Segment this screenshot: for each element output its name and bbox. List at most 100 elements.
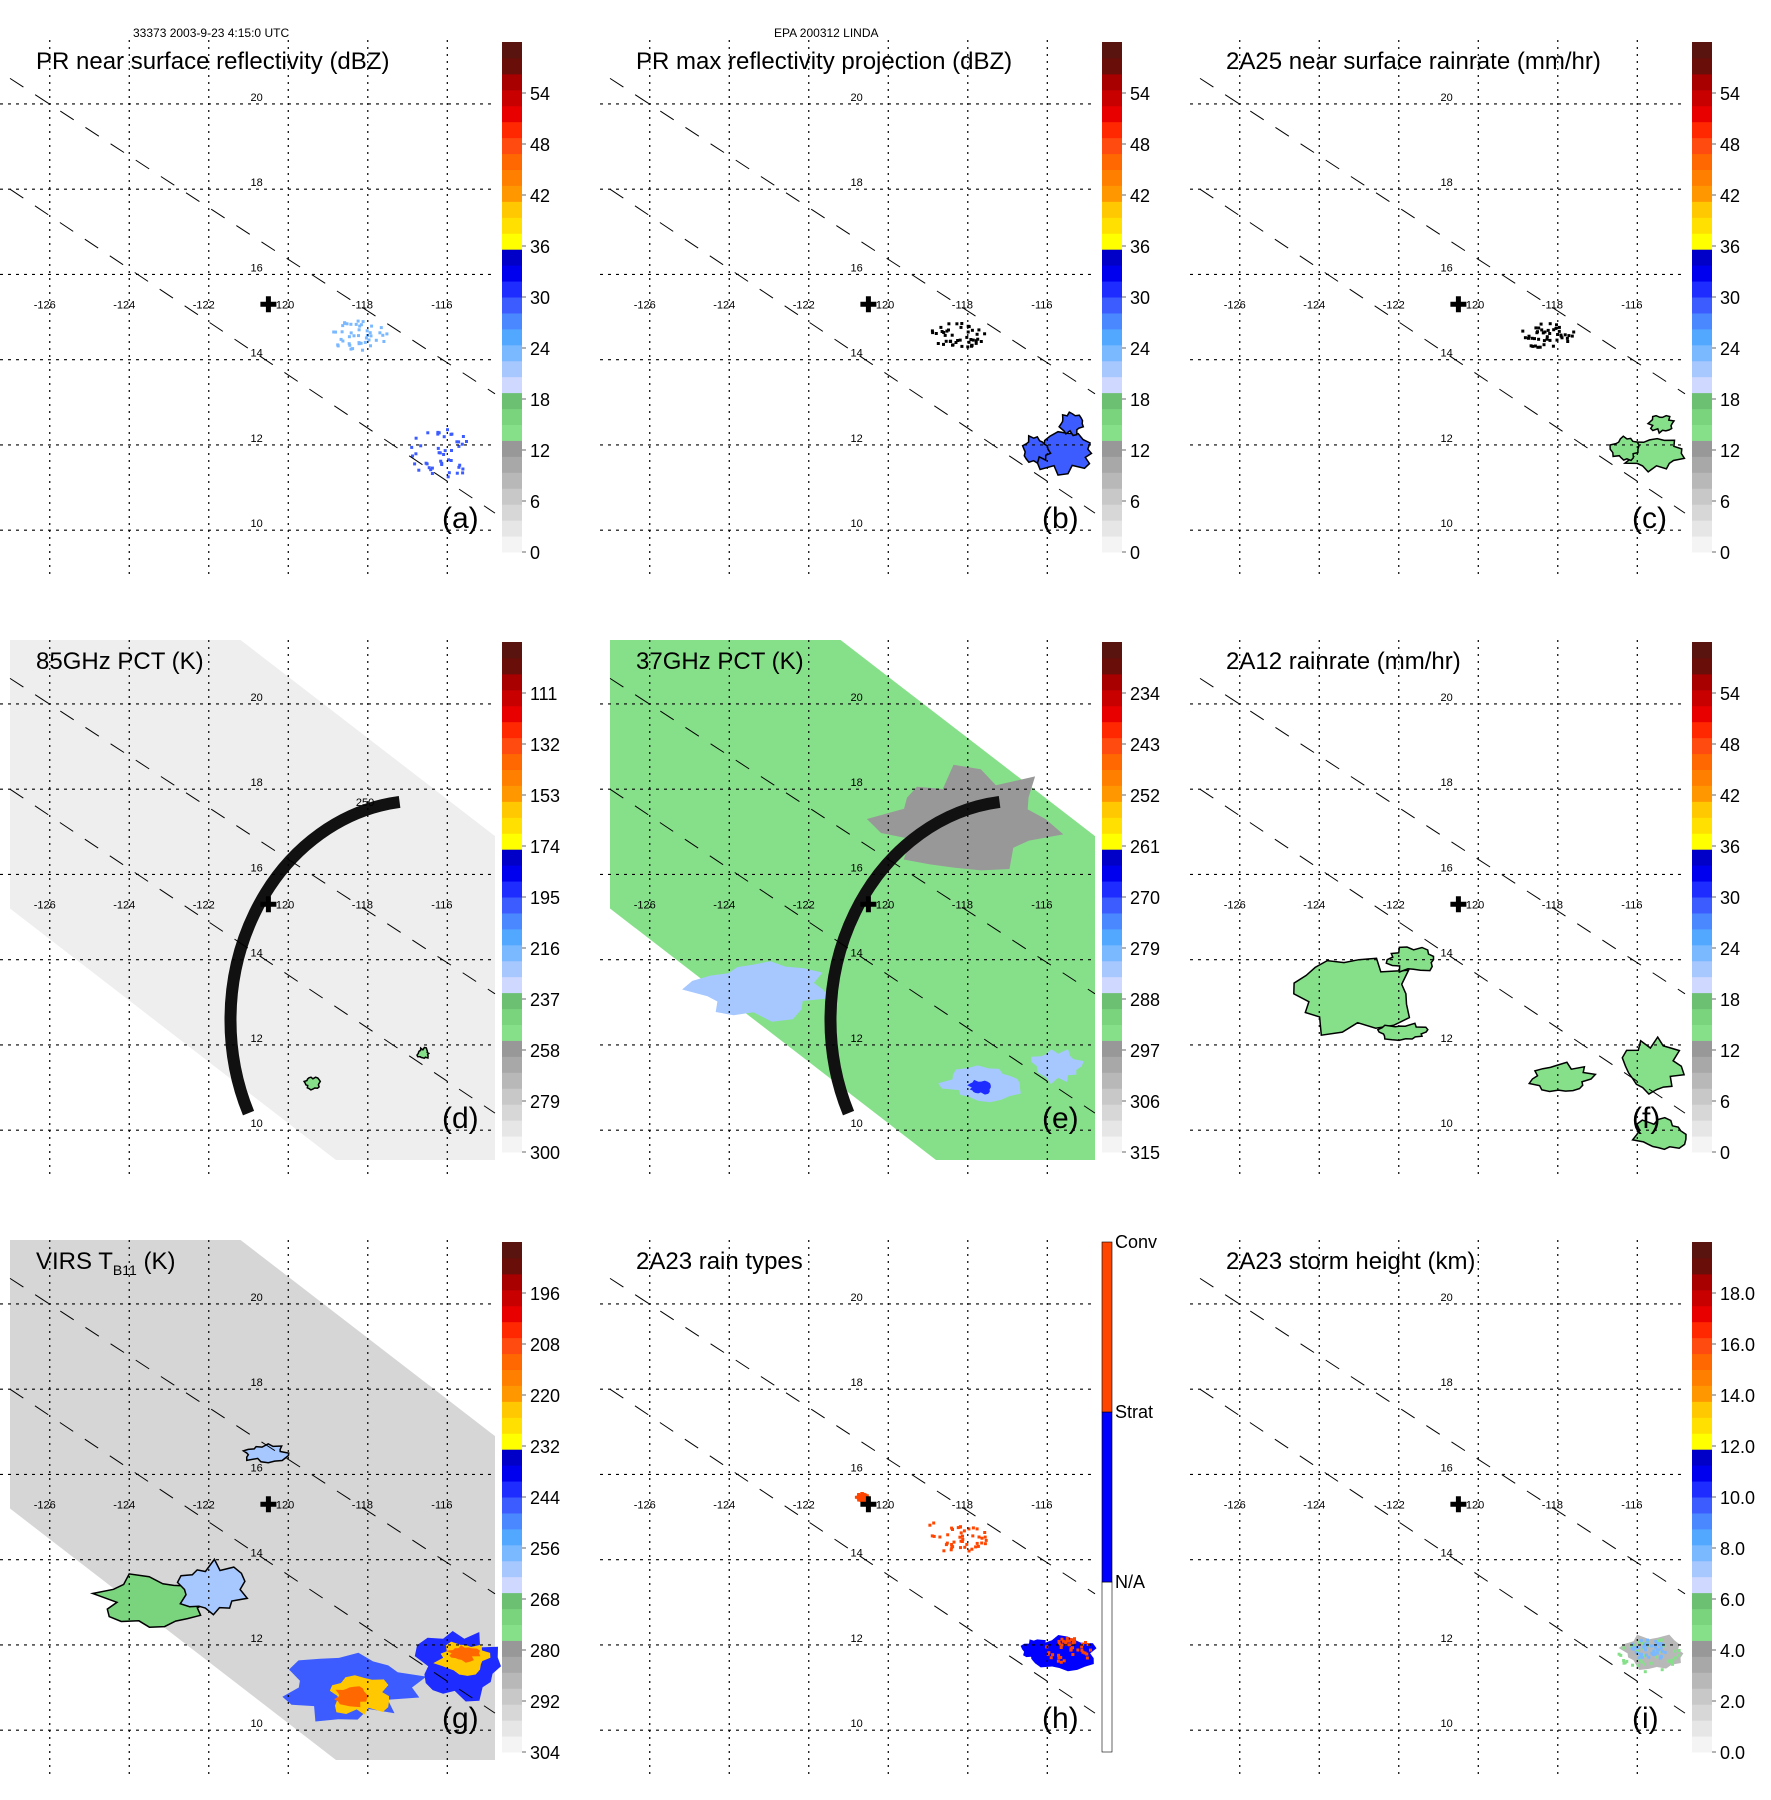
colorbar-swatch xyxy=(1102,912,1122,930)
precip-area xyxy=(1031,1049,1084,1085)
rain-pixel xyxy=(1658,1656,1662,1660)
colorbar-swatch xyxy=(1102,960,1122,978)
rain-pixel xyxy=(1545,335,1549,339)
rain-pixel xyxy=(863,1497,867,1501)
storm-center-cross-icon xyxy=(1450,296,1467,313)
colorbar-tick-label: 12.0 xyxy=(1720,1437,1755,1457)
rain-pixel xyxy=(426,431,430,435)
colorbar-swatch xyxy=(502,1369,522,1386)
rain-pixel xyxy=(414,436,418,440)
colorbar-swatch xyxy=(1692,456,1712,473)
rain-pixel xyxy=(1630,1647,1634,1650)
colorbar-tick-label: 12 xyxy=(1720,441,1740,461)
rain-pixel xyxy=(1555,323,1558,327)
swath-boundary-line xyxy=(1199,1277,1686,1595)
pr-swath-boundaries xyxy=(609,77,1096,514)
colorbar-tick-label: 42 xyxy=(1130,186,1150,206)
rain-pixel xyxy=(1073,1640,1077,1644)
colorbar-swatch xyxy=(502,1640,522,1657)
colorbar-swatch xyxy=(1102,360,1122,378)
latitude-label: 20 xyxy=(850,692,862,704)
colorbar-tick-label: 10.0 xyxy=(1720,1488,1755,1508)
colorbar-swatch xyxy=(1102,73,1122,91)
longitude-label: -124 xyxy=(113,300,135,312)
rain-pixel xyxy=(1655,1651,1659,1655)
colorbar-tick-label: 0 xyxy=(1130,543,1140,563)
colorbar-swatch xyxy=(502,1321,522,1339)
longitude-label: -124 xyxy=(713,900,735,912)
rain-pixel xyxy=(374,338,378,342)
rain-pixel xyxy=(974,1545,978,1549)
latitude-label: 12 xyxy=(250,1033,262,1045)
rain-pixel xyxy=(1057,1653,1061,1657)
longitude-label: -120 xyxy=(872,1500,894,1512)
colorbar-swatch xyxy=(1692,408,1712,425)
longitude-label: -118 xyxy=(1542,300,1563,312)
colorbar-swatch xyxy=(502,169,522,186)
rain-pixel xyxy=(385,332,389,336)
colorbar-swatch xyxy=(1102,169,1122,186)
panel-letter: (g) xyxy=(442,1702,479,1735)
colorbar-swatch xyxy=(502,1672,522,1689)
colorbar-swatch xyxy=(1692,57,1712,75)
panel-title: VIRS TB11 (K) xyxy=(36,1248,175,1278)
storm-center-cross-icon xyxy=(260,1496,277,1513)
precip-area xyxy=(682,961,830,1022)
rain-pixel xyxy=(862,1492,866,1496)
colorbar-swatch xyxy=(1692,673,1712,691)
colorbar-swatch xyxy=(502,833,522,850)
rain-pixel xyxy=(1521,329,1525,333)
precip-features xyxy=(302,1046,431,1091)
rain-pixel xyxy=(976,337,980,341)
rain-pixel xyxy=(1632,1647,1636,1651)
colorbar-tick-label: 18 xyxy=(1720,390,1740,410)
rain-pixel xyxy=(969,338,973,341)
colorbar-swatch xyxy=(1692,344,1712,362)
colorbar-swatch xyxy=(502,657,522,675)
colorbar-tick-label: 279 xyxy=(530,1092,560,1112)
rain-pixel xyxy=(983,1535,987,1539)
colorbar-swatch xyxy=(1692,233,1712,250)
colorbar-swatch xyxy=(502,928,522,946)
rain-pixel xyxy=(1654,1640,1658,1643)
colorbar-swatch xyxy=(1692,424,1712,441)
rain-pixel xyxy=(460,442,464,446)
panel-title-text: VIRS T xyxy=(36,1248,113,1275)
rain-pixel xyxy=(457,444,461,448)
colorbar-swatch xyxy=(1102,408,1122,425)
rain-pixel xyxy=(349,347,353,351)
colorbar-swatch xyxy=(1692,992,1712,1010)
rain-pixel xyxy=(961,1537,965,1541)
colorbar-swatch xyxy=(1102,536,1122,553)
colorbar-swatch xyxy=(502,1040,522,1057)
precip-area xyxy=(1385,946,1435,974)
rain-pixel xyxy=(1640,1655,1644,1659)
rain-pixel xyxy=(954,341,958,344)
rain-pixel xyxy=(955,322,959,326)
colorbar-tick-label: 0 xyxy=(1720,543,1730,563)
rain-pixel xyxy=(861,1494,865,1498)
rain-pixel xyxy=(457,440,461,444)
colorbar-swatch xyxy=(502,1592,522,1610)
colorbar-tick-label: 220 xyxy=(530,1386,560,1406)
colorbar-swatch xyxy=(502,57,522,75)
panel-title-subscript: B11 xyxy=(112,1262,137,1278)
rain-pixel xyxy=(1527,334,1531,338)
colorbar-swatch xyxy=(1692,1560,1712,1578)
map-plot-a: -126 -124 -122 -120 -118 -116 20 18 16 14 12 10 0 6 12… xyxy=(0,40,550,575)
latitude-label: 20 xyxy=(1440,692,1452,704)
colorbar-swatch xyxy=(502,233,522,250)
rain-pixel xyxy=(1669,1659,1673,1663)
colorbar-swatch xyxy=(1692,536,1712,553)
latitude-label: 10 xyxy=(250,1118,262,1130)
colorbar-swatch xyxy=(1692,312,1712,330)
colorbar-swatch xyxy=(1692,1497,1712,1514)
colorbar-swatch xyxy=(1692,1369,1712,1386)
rain-pixel xyxy=(1060,1637,1064,1641)
rain-pixel xyxy=(349,331,353,335)
rain-pixel xyxy=(1659,1646,1663,1650)
colorbar-tick-label: 315 xyxy=(1130,1143,1160,1163)
rain-pixel xyxy=(347,342,351,346)
latitude-label: 18 xyxy=(1440,777,1452,789)
panel-c: -126 -124 -122 -120 -118 -116 20 18 16 14 12 10 0 6 12… xyxy=(1190,40,1750,600)
